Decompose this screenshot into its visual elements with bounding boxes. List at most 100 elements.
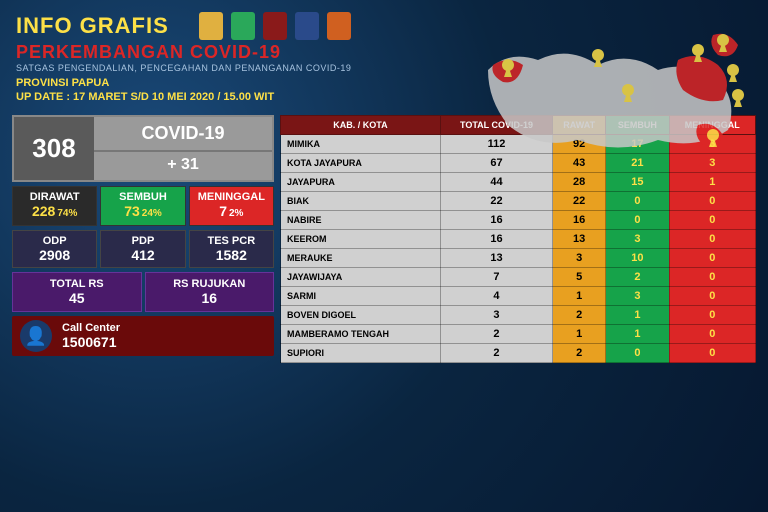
stat-pct: 74% [57,208,77,219]
stat-title: TES PCR [192,235,271,247]
meninggal-cell: 0 [669,287,755,306]
stat-title: DIRAWAT [15,191,94,203]
org-logo [295,12,319,40]
stat-title: SEMBUH [103,191,182,203]
org-logo [199,12,223,40]
stat-value: 228 [32,203,55,219]
total-cell: 2 [440,325,552,344]
total-cell: 7 [440,268,552,287]
covid-label: COVID-19 [94,117,272,152]
stat-box-pdp: PDP412 [100,230,185,268]
meninggal-cell: 0 [669,344,755,363]
bottom-stats-row: TOTAL RS45 RS RUJUKAN16 [12,272,274,312]
meninggal-cell: 0 [669,268,755,287]
meninggal-cell: 0 [669,230,755,249]
rawat-cell: 16 [553,211,606,230]
stat-value: 45 [15,290,139,306]
sembuh-cell: 1 [606,306,669,325]
stat-box-dirawat: DIRAWAT 22874% [12,186,97,226]
region-name: SARMI [281,287,441,306]
table-row: SUPIORI 2 2 0 0 [281,344,756,363]
rawat-cell: 3 [553,249,606,268]
org-logo [231,12,255,40]
mid-stats-row: ODP2908PDP412TES PCR1582 [12,230,274,268]
region-name: BOVEN DIGOEL [281,306,441,325]
table-row: NABIRE 16 16 0 0 [281,211,756,230]
stat-pct: 2% [229,208,243,219]
rawat-cell: 5 [553,268,606,287]
stat-box-odp: ODP2908 [12,230,97,268]
total-cell: 44 [440,173,552,192]
org-logo [263,12,287,40]
call-icon: 👤 [20,320,52,352]
meninggal-cell: 0 [669,325,755,344]
table-row: JAYAWIJAYA 7 5 2 0 [281,268,756,287]
sembuh-cell: 1 [606,325,669,344]
total-cell: 13 [440,249,552,268]
region-name: MAMBERAMO TENGAH [281,325,441,344]
rawat-cell: 1 [553,325,606,344]
region-name: BIAK [281,192,441,211]
stat-value: 412 [103,247,182,263]
total-number: 308 [14,117,94,180]
sembuh-cell: 0 [606,344,669,363]
total-cell: 16 [440,211,552,230]
stat-box-total-rs: TOTAL RS45 [12,272,142,312]
stat-value: 73 [124,203,140,219]
region-name: SUPIORI [281,344,441,363]
total-cell: 2 [440,344,552,363]
region-name: NABIRE [281,211,441,230]
meninggal-cell: 1 [669,173,755,192]
sembuh-cell: 15 [606,173,669,192]
region-name: KOTA JAYAPURA [281,154,441,173]
org-logo [327,12,351,40]
table-row: BIAK 22 22 0 0 [281,192,756,211]
stat-title: ODP [15,235,94,247]
total-cell: 3 [440,306,552,325]
table-row: JAYAPURA 44 28 15 1 [281,173,756,192]
main-title: INFO GRAFIS [16,13,169,39]
logo-row [199,12,351,40]
stat-title: MENINGGAL [192,191,271,203]
meninggal-cell: 0 [669,211,755,230]
sembuh-cell: 10 [606,249,669,268]
stat-value: 2908 [15,247,94,263]
table-row: MAMBERAMO TENGAH 2 1 1 0 [281,325,756,344]
meninggal-cell: 0 [669,249,755,268]
rawat-cell: 22 [553,192,606,211]
call-label: Call Center [62,322,120,334]
rawat-cell: 28 [553,173,606,192]
meninggal-cell: 0 [669,306,755,325]
table-row: BOVEN DIGOEL 3 2 1 0 [281,306,756,325]
sembuh-cell: 0 [606,192,669,211]
sembuh-cell: 0 [606,211,669,230]
stat-title: PDP [103,235,182,247]
total-cell: 4 [440,287,552,306]
stat-value: 1582 [192,247,271,263]
stat-box-tes-pcr: TES PCR1582 [189,230,274,268]
sembuh-cell: 3 [606,230,669,249]
table-row: KEEROM 16 13 3 0 [281,230,756,249]
call-number: 1500671 [62,334,120,350]
call-center-box: 👤 Call Center 1500671 [12,316,274,356]
rawat-cell: 1 [553,287,606,306]
stat-value: 7 [219,203,227,219]
total-cases-box: 308 COVID-19 + 31 [12,115,274,182]
increment: + 31 [94,152,272,178]
rawat-cell: 2 [553,344,606,363]
rawat-cell: 2 [553,306,606,325]
table-row: SARMI 4 1 3 0 [281,287,756,306]
stat-value: 16 [148,290,272,306]
total-cell: 16 [440,230,552,249]
stat-title: RS RUJUKAN [148,278,272,290]
stat-pct: 24% [142,208,162,219]
total-cell: 22 [440,192,552,211]
stat-box-sembuh: SEMBUH 7324% [100,186,185,226]
region-name: KEEROM [281,230,441,249]
region-name: JAYAWIJAYA [281,268,441,287]
sembuh-cell: 2 [606,268,669,287]
region-name: MERAUKE [281,249,441,268]
region-name: JAYAPURA [281,173,441,192]
region-name: MIMIKA [281,135,441,154]
stat-box-meninggal: MENINGGAL 72% [189,186,274,226]
